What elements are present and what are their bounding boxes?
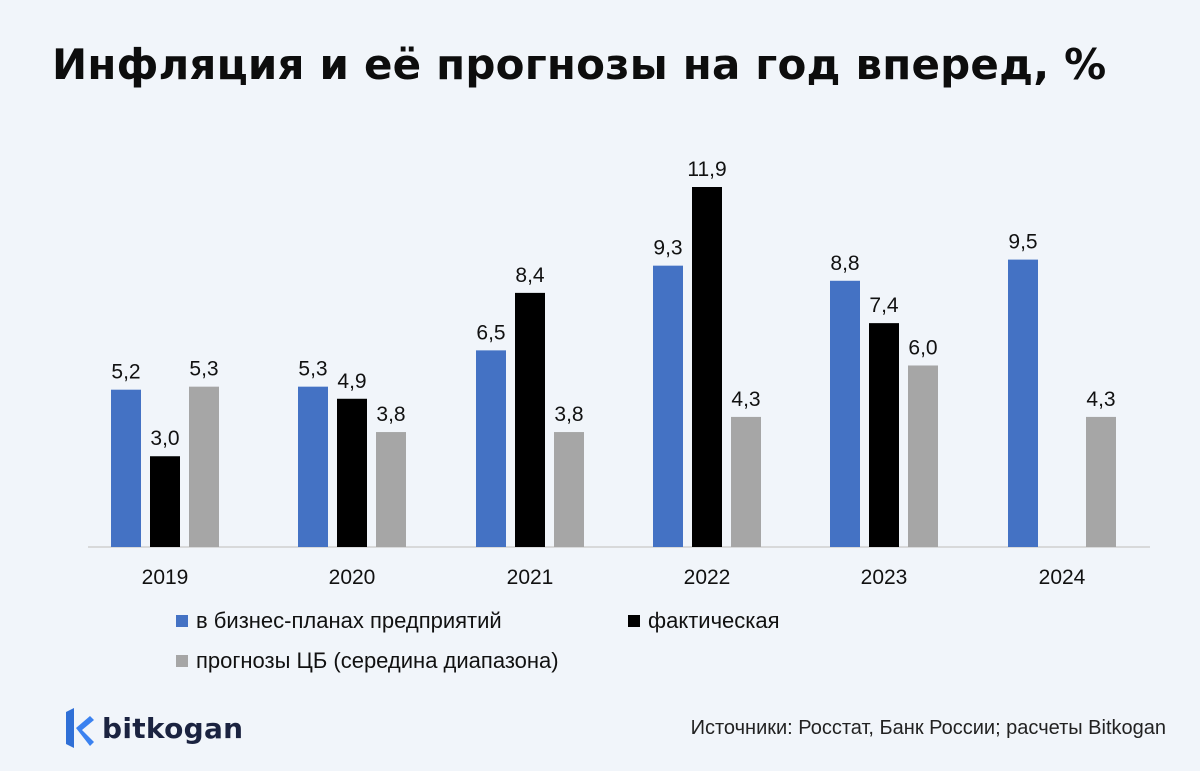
data-label-2021-series-3: 3,8 [554,403,583,426]
x-tick-label-2019: 2019 [142,566,189,589]
legend-label-business-plans: в бизнес-планах предприятий [196,608,502,633]
chart-title: Инфляция и её прогнозы на год вперед, % [52,40,1107,89]
data-label-2021-series-2: 8,4 [515,264,545,287]
data-label-2022-series-2: 11,9 [687,158,726,181]
bar-2019-series-3 [189,386,219,547]
data-label-2022-series-3: 4,3 [731,388,760,411]
legend-swatch-actual [628,615,640,627]
data-label-2024-series-3: 4,3 [1086,388,1115,411]
bar-2023-series-3 [908,365,938,547]
bar-2024-series-3 [1086,416,1116,547]
bar-2021-series-2 [515,292,545,547]
bitkogan-logo: bitkogan [62,708,243,748]
bar-2020-series-2 [337,398,367,547]
bar-2020-series-3 [376,432,406,547]
bar-chart: 5,2 3,0 5,3 2019 5,3 4,9 3,8 2020 6,5 8,4 3,8 2021 9… [88,158,1150,589]
x-tick-label-2022: 2022 [684,566,731,589]
data-label-2021-series-1: 6,5 [476,321,505,344]
x-tick-label-2023: 2023 [861,566,908,589]
data-label-2019-series-3: 5,3 [189,358,218,381]
logo-text: bitkogan [102,711,244,745]
data-label-2020-series-1: 5,3 [298,358,327,381]
legend-label-cb-forecast: прогнозы ЦБ (середина диапазона) [196,648,559,673]
x-tick-label-2021: 2021 [507,566,554,589]
bar-2020-series-1 [298,386,328,547]
bar-2019-series-1 [111,389,141,547]
bar-2021-series-3 [554,432,584,547]
bitkogan-logo-icon [66,708,94,748]
data-label-2019-series-1: 5,2 [111,361,140,384]
data-label-2023-series-3: 6,0 [908,336,937,359]
legend-item-cb-forecast: прогнозы ЦБ (середина диапазона) [176,648,559,674]
x-tick-label-2020: 2020 [329,566,376,589]
legend-item-actual: фактическая [628,608,780,634]
bar-2024-series-1 [1008,259,1038,547]
bar-2021-series-1 [476,350,506,547]
data-label-2019-series-2: 3,0 [150,427,179,450]
legend-swatch-business-plans [176,615,188,627]
legend-label-actual: фактическая [648,608,780,633]
data-label-2020-series-2: 4,9 [337,370,366,393]
data-label-2023-series-2: 7,4 [869,294,899,317]
x-tick-label-2024: 2024 [1039,566,1086,589]
data-label-2020-series-3: 3,8 [376,403,405,426]
legend-swatch-cb-forecast [176,655,188,667]
bar-2023-series-1 [830,280,860,547]
data-label-2024-series-1: 9,5 [1008,231,1037,254]
bar-2023-series-2 [869,323,899,547]
source-note: Источники: Росстат, Банк России; расчеты… [690,717,1166,739]
data-label-2022-series-1: 9,3 [653,237,682,260]
bar-2022-series-1 [653,265,683,547]
bar-2022-series-3 [731,416,761,547]
data-label-2023-series-1: 8,8 [830,252,859,275]
bar-2022-series-2 [692,187,722,547]
bar-2019-series-2 [150,456,180,547]
legend-item-business-plans: в бизнес-планах предприятий [176,608,502,634]
